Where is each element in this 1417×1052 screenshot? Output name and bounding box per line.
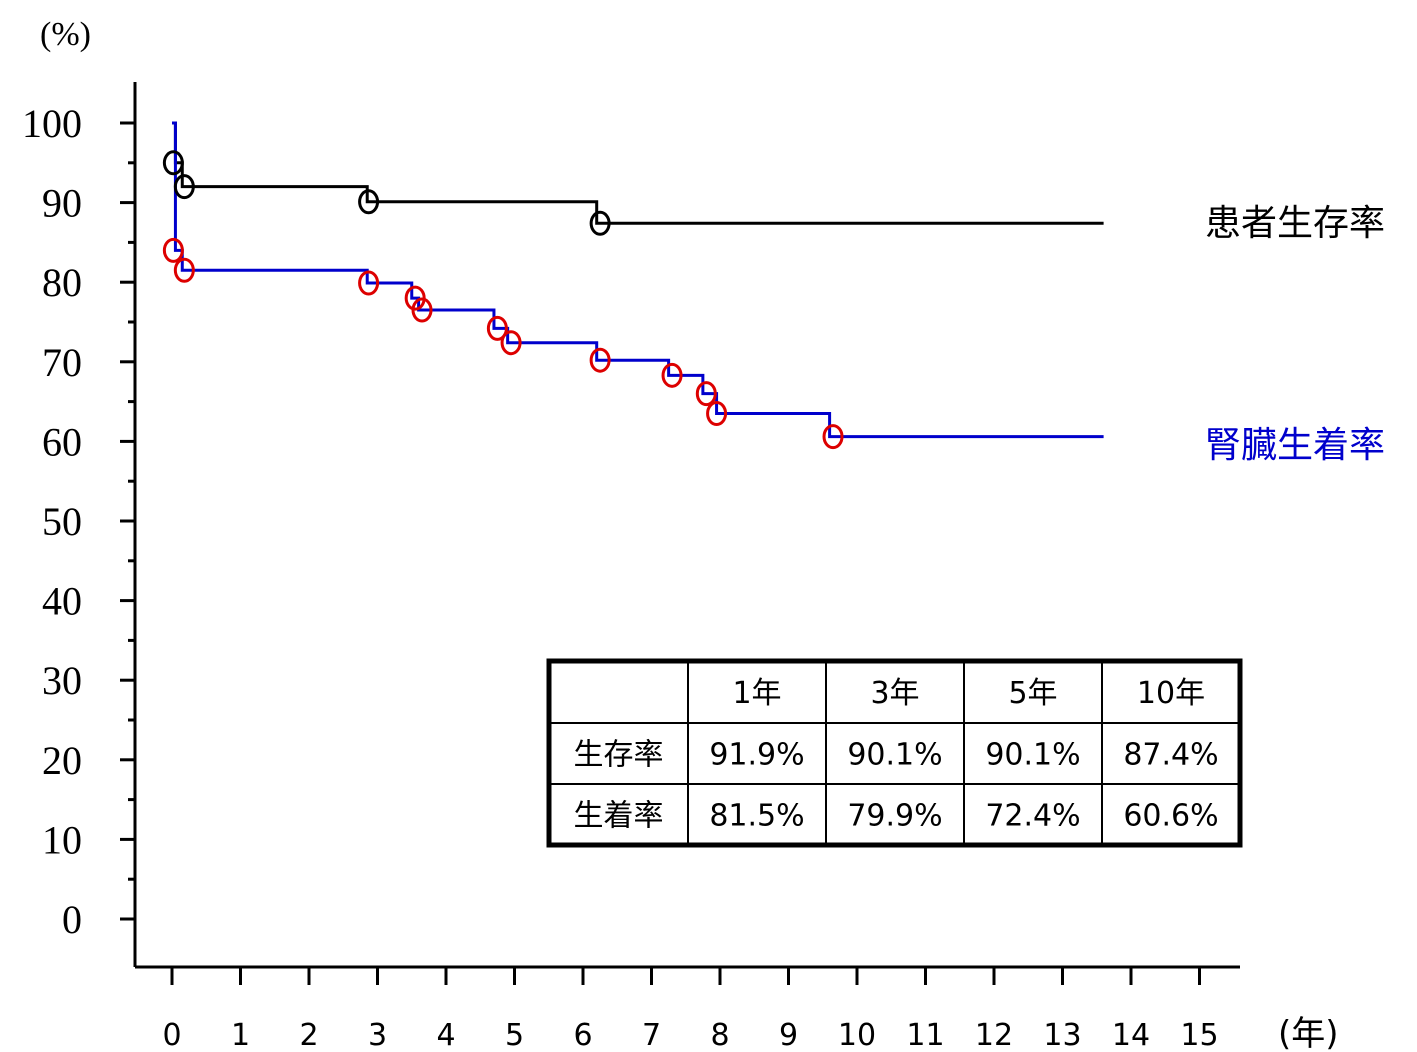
- y-tick-label: 40: [42, 579, 82, 624]
- x-tick-label: 9: [779, 1018, 798, 1052]
- y-tick-label: 10: [42, 817, 82, 862]
- series-label-graft-survival: 腎臓生着率: [1205, 425, 1385, 466]
- censor-marker: [486, 315, 508, 341]
- x-tick-label: 11: [906, 1018, 944, 1052]
- y-tick-label: 70: [42, 340, 82, 385]
- y-tick-label: 80: [42, 260, 82, 305]
- y-tick-label: 60: [42, 419, 82, 464]
- table-cell: 90.1%: [985, 738, 1080, 773]
- y-tick-label: 100: [22, 101, 82, 146]
- censor-marker: [411, 297, 433, 323]
- series-line-0: [172, 121, 1104, 225]
- censor-marker: [589, 347, 611, 373]
- censor-marker: [162, 150, 184, 176]
- y-axis-unit-label: (%): [40, 16, 91, 53]
- y-tick-label: 0: [62, 897, 82, 942]
- x-tick-label: 2: [299, 1018, 318, 1052]
- censor-marker: [162, 237, 184, 263]
- table-header-cell: 3年: [870, 676, 919, 711]
- series-label-patient-survival: 患者生存率: [1205, 203, 1385, 244]
- table-cell: 90.1%: [847, 738, 942, 773]
- table-header-cell: 5年: [1008, 676, 1057, 711]
- y-tick-label: 90: [42, 181, 82, 226]
- x-tick-label: 13: [1043, 1018, 1081, 1052]
- x-tick-label: 6: [573, 1018, 592, 1052]
- table-cell: 81.5%: [709, 799, 804, 834]
- censor-marker: [661, 362, 683, 388]
- table-header-cell: 10年: [1137, 676, 1205, 711]
- x-tick-label: 7: [642, 1018, 661, 1052]
- x-axis-unit-label: (年): [1278, 1014, 1339, 1052]
- censor-marker: [358, 270, 380, 296]
- x-tick-label: 12: [975, 1018, 1013, 1052]
- x-tick-label: 14: [1112, 1018, 1150, 1052]
- table-cell: 60.6%: [1123, 799, 1218, 834]
- censor-marker: [173, 257, 195, 283]
- table-cell: 生存率: [574, 738, 664, 773]
- table-cell: 生着率: [574, 799, 664, 834]
- x-tick-label: 15: [1180, 1018, 1218, 1052]
- y-tick-label: 50: [42, 499, 82, 544]
- x-tick-label: 1: [231, 1018, 250, 1052]
- y-tick-label: 20: [42, 738, 82, 783]
- table-border: [546, 658, 1243, 848]
- x-tick-label: 0: [162, 1018, 181, 1052]
- table-cell: 79.9%: [847, 799, 942, 834]
- table-header-cell: 1年: [732, 676, 781, 711]
- censor-marker: [695, 381, 717, 407]
- x-tick-label: 10: [838, 1018, 876, 1052]
- x-tick-label: 3: [368, 1018, 387, 1052]
- censor-marker: [706, 401, 728, 427]
- marker-layer: [162, 150, 844, 450]
- censor-marker: [589, 210, 611, 236]
- x-tick-label: 4: [436, 1018, 455, 1052]
- x-axis-ticks: 0 1 2 3 4 5 6 7 8 9 10 11 12 13 14 15: [162, 967, 1219, 1052]
- censor-marker: [358, 189, 380, 215]
- table-cell: 91.9%: [709, 738, 804, 773]
- x-tick-label: 8: [710, 1018, 729, 1052]
- table-cell: 87.4%: [1123, 738, 1218, 773]
- censor-marker: [173, 174, 195, 200]
- table-cell: 72.4%: [985, 799, 1080, 834]
- y-tick-label: 30: [42, 658, 82, 703]
- series-layer: [172, 121, 1104, 439]
- x-tick-label: 5: [505, 1018, 524, 1052]
- series-line-1: [172, 121, 1104, 439]
- censor-marker: [500, 330, 522, 356]
- censor-marker: [822, 424, 844, 450]
